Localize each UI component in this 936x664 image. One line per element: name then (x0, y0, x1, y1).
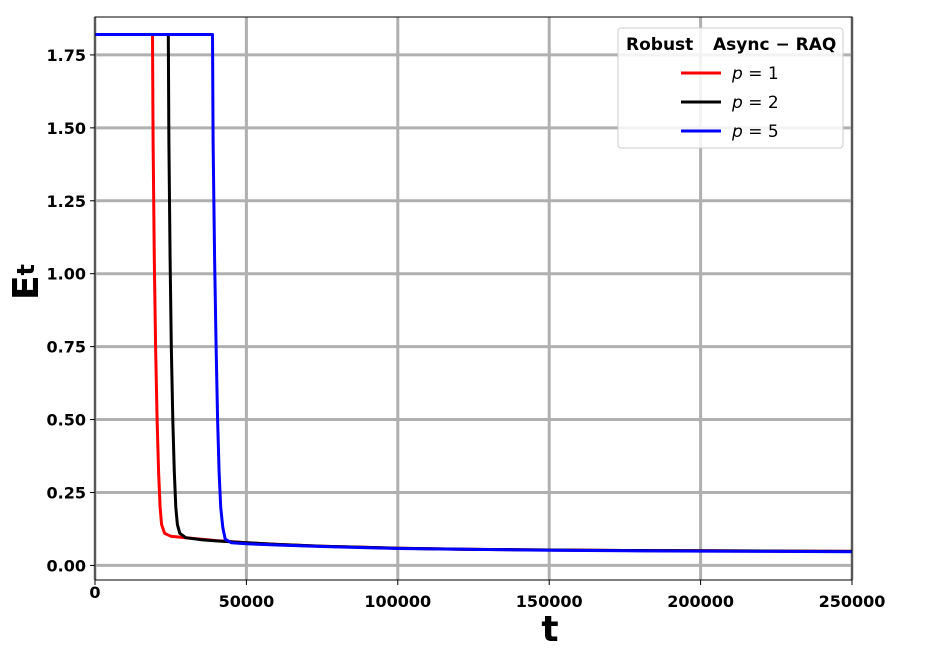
plot-frame (94, 16, 853, 581)
legend-label-eq: = 1 (743, 64, 779, 84)
y-axis-label-main: E (6, 275, 47, 300)
x-tick-label: 200000 (667, 592, 734, 611)
y-tick-label: 1.00 (47, 265, 86, 284)
legend-entries: p = 1p = 2p = 5 (681, 64, 779, 142)
legend-title-word2: Async − RAQ (713, 35, 836, 55)
legend-label-eq: = 2 (743, 93, 779, 113)
legend-label-var: p (731, 64, 743, 84)
x-tick-label: 150000 (516, 592, 583, 611)
legend-box (617, 27, 844, 149)
y-tick-label: 1.50 (47, 119, 86, 138)
series-lines (95, 33, 853, 554)
x-axis-label: t (541, 609, 558, 650)
y-tick-label: 0.75 (47, 338, 86, 357)
y-tick-label: 0.50 (47, 411, 86, 430)
series-line-p5 (95, 33, 853, 554)
legend-label-p5: p = 5 (731, 122, 779, 142)
y-tick-label: 0.00 (47, 556, 86, 575)
legend-label-p1: p = 1 (731, 64, 779, 84)
x-tick-label: 0 (89, 583, 100, 602)
y-tick-label: 1.25 (47, 192, 86, 211)
legend-title-word1: Robust (626, 35, 693, 55)
y-tick-label: 1.75 (47, 46, 86, 65)
legend-label-p2: p = 2 (731, 93, 779, 113)
legend: Robust Async − RAQ p = 1p = 2p = 5 (617, 27, 844, 149)
legend-label-eq: = 5 (743, 122, 779, 142)
x-tick-label: 250000 (819, 592, 886, 611)
y-tick-label: 0.25 (47, 483, 86, 502)
legend-label-var: p (731, 93, 743, 113)
y-axis-label-subscript: t (12, 264, 40, 275)
y-axis-label: Et (6, 264, 47, 300)
x-tick-label: 50000 (219, 592, 275, 611)
x-tick-label: 100000 (364, 592, 431, 611)
ticks: 0 50000 100000 150000 200000 250000 0.00 0.25 0.… (47, 46, 886, 611)
legend-label-var: p (731, 122, 743, 142)
